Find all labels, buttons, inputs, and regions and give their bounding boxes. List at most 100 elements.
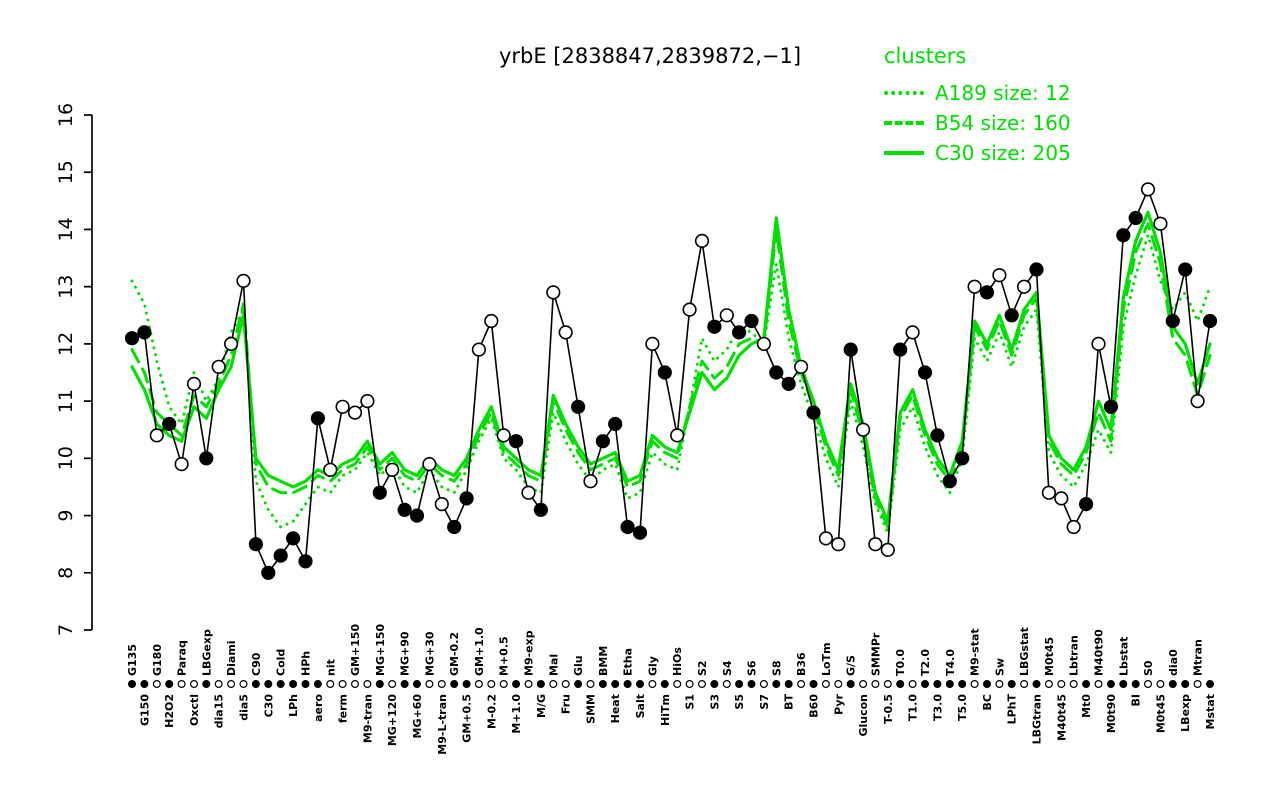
condition-marker [635, 679, 644, 688]
gene-point [657, 365, 672, 380]
x-tick-label: M/G [535, 694, 548, 718]
gene-point [880, 542, 895, 558]
gene-point [1116, 228, 1131, 243]
x-tick-label: B36 [795, 652, 808, 676]
gene-point [917, 365, 933, 380]
x-tick-label: MG+30 [423, 631, 436, 676]
condition-marker [1020, 679, 1029, 688]
gene-point [731, 325, 747, 340]
x-tick-label: H2O2 [163, 694, 176, 728]
condition-markers [128, 679, 1214, 688]
gene-point [1016, 279, 1032, 294]
gene-point [868, 537, 883, 552]
condition-marker [1069, 679, 1078, 688]
condition-marker [549, 679, 558, 688]
y-tick-label: 12 [55, 332, 77, 356]
condition-marker [958, 679, 967, 688]
x-tick-label: Oxctl [188, 694, 201, 726]
condition-marker [611, 679, 620, 688]
condition-marker [1106, 679, 1115, 688]
x-tick-label: nit [324, 659, 337, 676]
condition-marker [722, 679, 731, 688]
x-tick-label: HiTm [659, 694, 672, 726]
condition-marker [1168, 679, 1177, 688]
x-tick-label: G180 [151, 644, 164, 676]
legend-entry-c30: C30 size: 205 [884, 138, 1071, 168]
x-tick-label: C30 [262, 694, 275, 718]
x-tick-label: T4.0 [944, 649, 957, 676]
x-tick-label: LoTm [820, 642, 833, 676]
gene-point [583, 474, 598, 489]
gene-point [447, 519, 462, 535]
gene-point [793, 359, 809, 374]
condition-marker [1156, 679, 1165, 688]
x-tick-label: LBexp [1179, 694, 1192, 732]
x-tick-label: Cold [275, 649, 288, 676]
x-tick-label: S3 [708, 694, 721, 710]
gene-point [645, 336, 660, 352]
condition-marker [375, 679, 384, 688]
gene-point [1202, 313, 1218, 329]
condition-marker [710, 679, 719, 688]
gene-point [905, 325, 920, 340]
dotted-line-icon [884, 91, 924, 95]
x-tick-label: S7 [758, 694, 771, 710]
x-tick-label: M0t90 [1105, 694, 1118, 734]
x-tick-label: S5 [733, 694, 746, 710]
condition-marker [165, 679, 174, 688]
gene-point [1153, 216, 1168, 231]
x-tick-label: S2 [696, 660, 709, 676]
plot-title: yrbE [2838847,2839872,−1] [498, 44, 802, 68]
x-tick-label: M9-L-tran [436, 694, 449, 755]
x-tick-label: M40t45 [1055, 694, 1068, 741]
gene-point [409, 508, 425, 523]
legend-label-b54: B54 size: 160 [935, 111, 1071, 135]
gene-point [682, 302, 697, 317]
x-tick-label: M0t45 [1043, 637, 1056, 676]
legend-entry-b54: B54 size: 160 [884, 108, 1071, 138]
y-axis [84, 114, 93, 631]
gene-point [942, 474, 957, 489]
x-tick-label: Fru [560, 694, 573, 714]
condition-marker [920, 679, 929, 688]
x-tick-label: Pyr [832, 693, 845, 714]
condition-marker [759, 679, 768, 688]
x-tick-label: Lbtran [1068, 635, 1081, 676]
condition-marker [1181, 679, 1190, 688]
condition-marker [970, 679, 979, 688]
gene-point [632, 525, 648, 540]
x-tick-label: aero [312, 694, 325, 722]
x-tick-label: G/S [845, 655, 858, 676]
x-tick-label: MG+120 [386, 694, 399, 746]
gene-point [1091, 336, 1106, 352]
x-tick-label: HiOs [671, 647, 684, 676]
gene-point [521, 485, 536, 500]
x-tick-label: BI [1130, 694, 1143, 706]
condition-marker [982, 679, 991, 688]
x-tick-label: M+0.5 [498, 636, 511, 676]
solid-line-icon [884, 151, 924, 155]
condition-marker [660, 679, 669, 688]
x-tick-label: SMM [585, 694, 598, 724]
gene-point [397, 502, 412, 517]
gene-point [360, 394, 375, 409]
x-tick-label: Heat [609, 694, 622, 723]
x-tick-label: dia5 [238, 694, 251, 721]
x-tick-label: MG+60 [411, 694, 424, 739]
gene-point [719, 308, 734, 323]
gene-point [484, 313, 499, 329]
gene-points [124, 182, 1218, 580]
condition-marker [140, 679, 149, 688]
gene-point [1103, 399, 1118, 414]
x-tick-label: Etha [622, 648, 635, 676]
x-tick-label: Mal [547, 654, 560, 676]
gene-point [781, 376, 796, 392]
gene-point [273, 548, 288, 563]
gene-point [422, 457, 437, 472]
gene-point [496, 428, 511, 443]
x-tick-label: T1.0 [907, 694, 920, 721]
gene-point [979, 285, 995, 300]
condition-marker [388, 679, 397, 688]
x-tick-label: M9-stat [969, 628, 982, 676]
